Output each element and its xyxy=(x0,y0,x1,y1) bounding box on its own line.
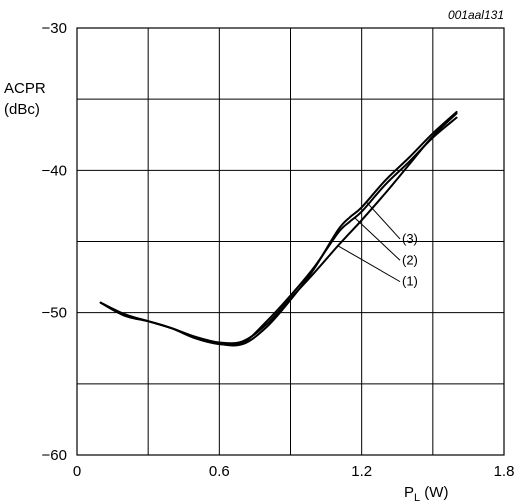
chart-code: 001aal131 xyxy=(448,8,504,22)
y-axis-label-line2: (dBc) xyxy=(4,101,40,118)
y-tick-label: −30 xyxy=(42,20,67,37)
annotation-leader xyxy=(366,201,401,240)
annotation-label: (1) xyxy=(402,274,418,289)
series-line-3 xyxy=(99,110,458,347)
x-tick-label: 0.6 xyxy=(209,463,230,480)
x-axis-label-main: P xyxy=(404,484,414,501)
y-tick-labels: −60 −50 −40 −30 xyxy=(42,20,67,464)
annotation-leader xyxy=(337,245,401,283)
annotation-label: (2) xyxy=(402,252,418,267)
x-tick-label: 1.2 xyxy=(351,463,372,480)
grid xyxy=(77,28,504,455)
x-tick-labels: 0 0.6 1.2 1.8 xyxy=(73,463,515,480)
x-axis-label-sub: L xyxy=(414,492,420,504)
y-tick-label: −40 xyxy=(42,162,67,179)
series-layer xyxy=(99,110,458,347)
y-axis-label-line1: ACPR xyxy=(4,80,46,97)
x-axis-label: PL (W) xyxy=(404,484,448,504)
x-tick-label: 0 xyxy=(73,463,81,480)
x-axis-label-unit: (W) xyxy=(420,484,448,501)
x-tick-label: 1.8 xyxy=(494,463,515,480)
plot-frame xyxy=(76,27,505,456)
y-tick-label: −50 xyxy=(42,305,67,322)
y-tick-label: −60 xyxy=(42,447,67,464)
annotation-label: (3) xyxy=(402,231,418,246)
annotation-leader xyxy=(354,217,401,261)
annotation-layer: (3) (2) (1) xyxy=(337,201,418,289)
